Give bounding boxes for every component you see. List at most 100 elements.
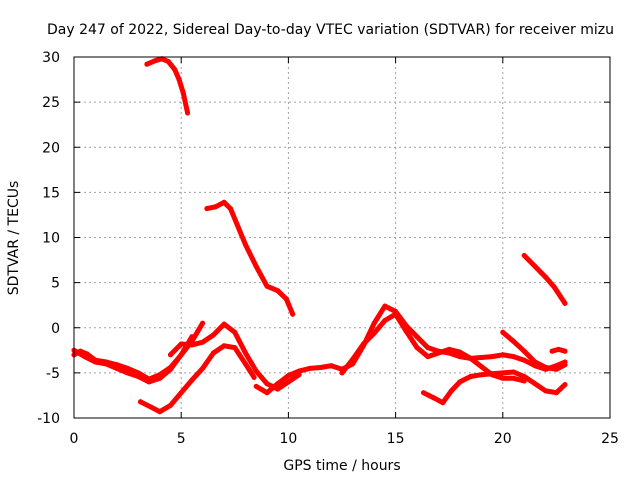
data-point bbox=[403, 328, 409, 334]
data-point bbox=[562, 300, 568, 306]
y-tick-labels: -10 -5 0 5 10 15 20 25 30 bbox=[37, 50, 60, 427]
data-point bbox=[185, 110, 191, 116]
data-point bbox=[425, 354, 431, 360]
data-point bbox=[307, 365, 313, 371]
data-point bbox=[285, 379, 291, 385]
data-point bbox=[478, 372, 484, 378]
data-point bbox=[243, 361, 248, 367]
y-tick-label: -10 bbox=[37, 411, 60, 427]
data-point bbox=[204, 206, 210, 212]
chart-title: Day 247 of 2022, Sidereal Day-to-day VTE… bbox=[47, 22, 614, 38]
data-point bbox=[562, 362, 568, 368]
data-point bbox=[125, 370, 131, 376]
data-point bbox=[532, 263, 538, 269]
data-point bbox=[251, 374, 257, 380]
data-point bbox=[189, 342, 195, 348]
data-point bbox=[478, 355, 484, 360]
data-point bbox=[521, 348, 527, 354]
data-point bbox=[189, 377, 195, 383]
data-point bbox=[200, 365, 206, 371]
x-tick-label: 15 bbox=[387, 431, 405, 447]
data-point bbox=[296, 368, 302, 374]
data-point bbox=[468, 374, 474, 379]
data-point bbox=[82, 354, 88, 360]
y-tick-label: 20 bbox=[42, 140, 60, 156]
y-tick-label: 5 bbox=[51, 276, 60, 292]
data-point bbox=[210, 332, 216, 338]
data-point bbox=[221, 321, 227, 327]
data-point bbox=[350, 356, 356, 362]
x-tick-label: 20 bbox=[494, 431, 512, 447]
data-point bbox=[489, 371, 495, 377]
data-traces bbox=[71, 56, 568, 415]
data-point bbox=[414, 345, 420, 351]
data-point bbox=[431, 395, 437, 401]
data-point bbox=[521, 357, 527, 363]
data-point bbox=[92, 359, 98, 365]
data-point bbox=[253, 368, 259, 374]
data-point bbox=[157, 409, 163, 415]
data-point bbox=[562, 382, 568, 388]
data-point bbox=[168, 402, 173, 408]
data-point bbox=[543, 388, 549, 394]
data-point bbox=[200, 339, 206, 345]
x-tick-label: 0 bbox=[70, 431, 79, 447]
data-point bbox=[125, 365, 131, 371]
data-point bbox=[436, 350, 441, 356]
data-point bbox=[421, 390, 426, 396]
ticks bbox=[73, 56, 611, 419]
data-point bbox=[549, 348, 555, 354]
data-point bbox=[500, 375, 506, 381]
data-point bbox=[210, 350, 216, 356]
data-point bbox=[446, 346, 452, 352]
y-tick-label: 0 bbox=[51, 321, 60, 337]
data-point bbox=[135, 374, 141, 379]
data-point bbox=[553, 366, 559, 372]
data-point bbox=[543, 274, 549, 280]
data-point bbox=[114, 365, 120, 371]
data-point bbox=[521, 374, 527, 379]
data-point bbox=[543, 365, 549, 370]
data-point bbox=[489, 354, 495, 360]
data-point bbox=[157, 375, 163, 381]
data-point bbox=[500, 370, 506, 376]
data-point bbox=[146, 379, 152, 385]
data-point bbox=[468, 355, 474, 361]
data-point bbox=[153, 58, 158, 64]
data-point bbox=[457, 379, 463, 385]
data-point bbox=[500, 329, 506, 335]
data-point bbox=[178, 352, 184, 358]
data-point bbox=[511, 354, 516, 360]
data-point bbox=[264, 381, 270, 387]
data-point bbox=[371, 320, 377, 326]
data-point bbox=[556, 346, 561, 352]
data-point bbox=[448, 388, 454, 394]
data-point bbox=[500, 352, 506, 358]
data-point bbox=[144, 61, 150, 67]
data-point bbox=[228, 206, 233, 212]
data-point bbox=[553, 390, 559, 396]
data-point bbox=[172, 67, 178, 73]
data-point bbox=[264, 283, 270, 289]
data-point bbox=[382, 318, 388, 323]
data-point bbox=[318, 365, 324, 370]
data-point bbox=[159, 56, 165, 62]
y-tick-label: 10 bbox=[42, 231, 60, 247]
y-tick-label: 30 bbox=[42, 50, 60, 66]
data-point bbox=[511, 338, 516, 344]
data-point bbox=[393, 311, 399, 317]
data-point bbox=[165, 59, 171, 64]
data-point bbox=[200, 320, 206, 326]
data-point bbox=[283, 296, 289, 302]
data-point bbox=[371, 330, 377, 336]
x-tick-label: 5 bbox=[177, 431, 186, 447]
data-point bbox=[440, 400, 446, 406]
data-point bbox=[511, 375, 516, 381]
data-point bbox=[414, 334, 420, 340]
data-point bbox=[213, 204, 218, 210]
x-axis-label: GPS time / hours bbox=[283, 458, 400, 474]
data-point bbox=[382, 303, 388, 309]
data-point bbox=[232, 345, 238, 351]
